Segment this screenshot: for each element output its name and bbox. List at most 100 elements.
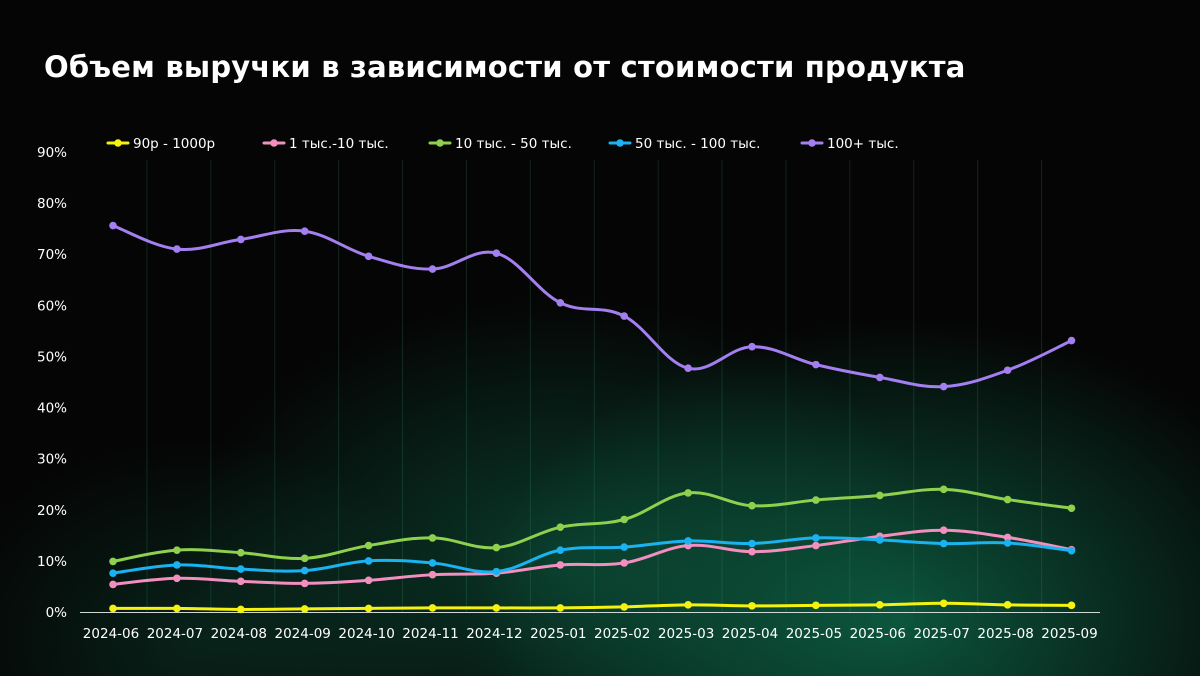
data-point	[300, 554, 309, 563]
y-tick-label: 90%	[37, 145, 67, 161]
data-point	[237, 577, 245, 586]
legend-item: 90р - 1000р	[106, 136, 215, 152]
legend-label: 100+ тыс.	[827, 136, 899, 152]
data-point	[939, 485, 948, 494]
data-point	[109, 580, 117, 589]
data-point	[492, 567, 501, 576]
data-point	[1067, 336, 1076, 345]
data-point	[876, 601, 884, 609]
series-line	[111, 601, 1073, 611]
data-point	[556, 561, 565, 569]
data-point	[109, 221, 117, 230]
data-point	[428, 559, 437, 567]
data-point	[620, 515, 628, 524]
data-point	[684, 364, 692, 373]
y-tick-label: 70%	[37, 247, 67, 263]
series-5	[109, 221, 1076, 391]
data-point	[556, 604, 565, 612]
data-point	[364, 557, 373, 565]
legend-item: 100+ тыс.	[800, 136, 899, 152]
data-point	[620, 543, 628, 551]
data-point	[876, 373, 884, 382]
data-point	[300, 566, 309, 575]
data-point	[237, 565, 245, 573]
data-point	[748, 342, 756, 351]
data-point	[556, 298, 565, 307]
series-line	[111, 536, 1073, 575]
data-point	[173, 546, 181, 554]
x-tick-label: 2025-01	[530, 626, 586, 642]
data-point	[428, 265, 437, 273]
data-point	[237, 548, 245, 557]
data-point	[1003, 495, 1012, 504]
data-point	[237, 235, 245, 244]
data-point	[428, 604, 437, 612]
x-tick-label: 2024-09	[274, 626, 330, 642]
y-tick-label: 30%	[37, 452, 67, 468]
data-point	[1003, 601, 1012, 609]
x-tick-label: 2024-08	[211, 626, 267, 642]
x-tick-label: 2025-05	[786, 626, 842, 642]
data-point	[173, 604, 181, 613]
legend-marker	[616, 139, 624, 147]
data-point	[109, 569, 117, 577]
data-point	[748, 547, 756, 556]
data-point	[876, 491, 884, 500]
x-tick-label: 2025-08	[977, 626, 1033, 642]
chart-title: Объем выручки в зависимости от стоимости…	[44, 50, 966, 84]
data-point	[300, 227, 309, 236]
data-point	[173, 574, 181, 583]
data-point	[364, 604, 373, 613]
legend-item: 10 тыс. - 50 тыс.	[428, 136, 572, 152]
legend-item: 50 тыс. - 100 тыс.	[608, 136, 760, 152]
x-tick-label: 2024-07	[147, 626, 203, 642]
x-tick-label: 2025-07	[913, 626, 969, 642]
series-1	[109, 599, 1076, 614]
series-3	[109, 485, 1076, 566]
data-point	[939, 599, 948, 608]
data-point	[364, 576, 373, 585]
x-tick-label: 2025-03	[658, 626, 714, 642]
x-tick-label: 2024-12	[466, 626, 522, 642]
data-point	[1003, 366, 1012, 375]
data-point	[939, 526, 948, 535]
data-point	[748, 501, 756, 510]
x-tick-label: 2024-10	[338, 626, 394, 642]
data-point	[620, 603, 628, 611]
data-point	[1067, 601, 1076, 610]
data-point	[492, 604, 501, 612]
series-line	[111, 487, 1073, 563]
series-line	[111, 528, 1073, 586]
x-tick-label: 2025-06	[850, 626, 906, 642]
data-point	[173, 245, 181, 253]
data-point	[300, 605, 309, 613]
data-point	[876, 536, 884, 544]
data-point	[492, 249, 501, 257]
x-tick-label: 2025-09	[1041, 626, 1097, 642]
data-point	[556, 523, 565, 531]
series-4	[109, 534, 1076, 577]
data-point	[364, 541, 373, 550]
legend-label: 90р - 1000р	[133, 136, 215, 152]
legend-marker	[114, 139, 122, 147]
data-point	[492, 543, 501, 552]
x-tick-label: 2025-04	[722, 626, 778, 642]
data-point	[1003, 533, 1012, 542]
data-point	[1067, 504, 1076, 513]
y-tick-label: 60%	[37, 298, 67, 314]
legend-marker	[808, 139, 816, 147]
data-point	[173, 561, 181, 569]
y-tick-label: 40%	[37, 401, 67, 417]
data-point	[748, 602, 756, 610]
data-point	[109, 604, 117, 613]
data-point	[428, 534, 437, 542]
data-point	[684, 489, 692, 497]
y-tick-label: 20%	[37, 503, 67, 519]
legend-item: 1 тыс.-10 тыс.	[262, 136, 389, 152]
x-tick-label: 2025-02	[594, 626, 650, 642]
data-point	[300, 579, 309, 588]
data-point	[812, 496, 820, 504]
x-axis-ticks: 2024-06 2024-07 2024-08 2024-09 2024-10 2024-…	[83, 626, 1098, 642]
data-point	[237, 605, 245, 614]
